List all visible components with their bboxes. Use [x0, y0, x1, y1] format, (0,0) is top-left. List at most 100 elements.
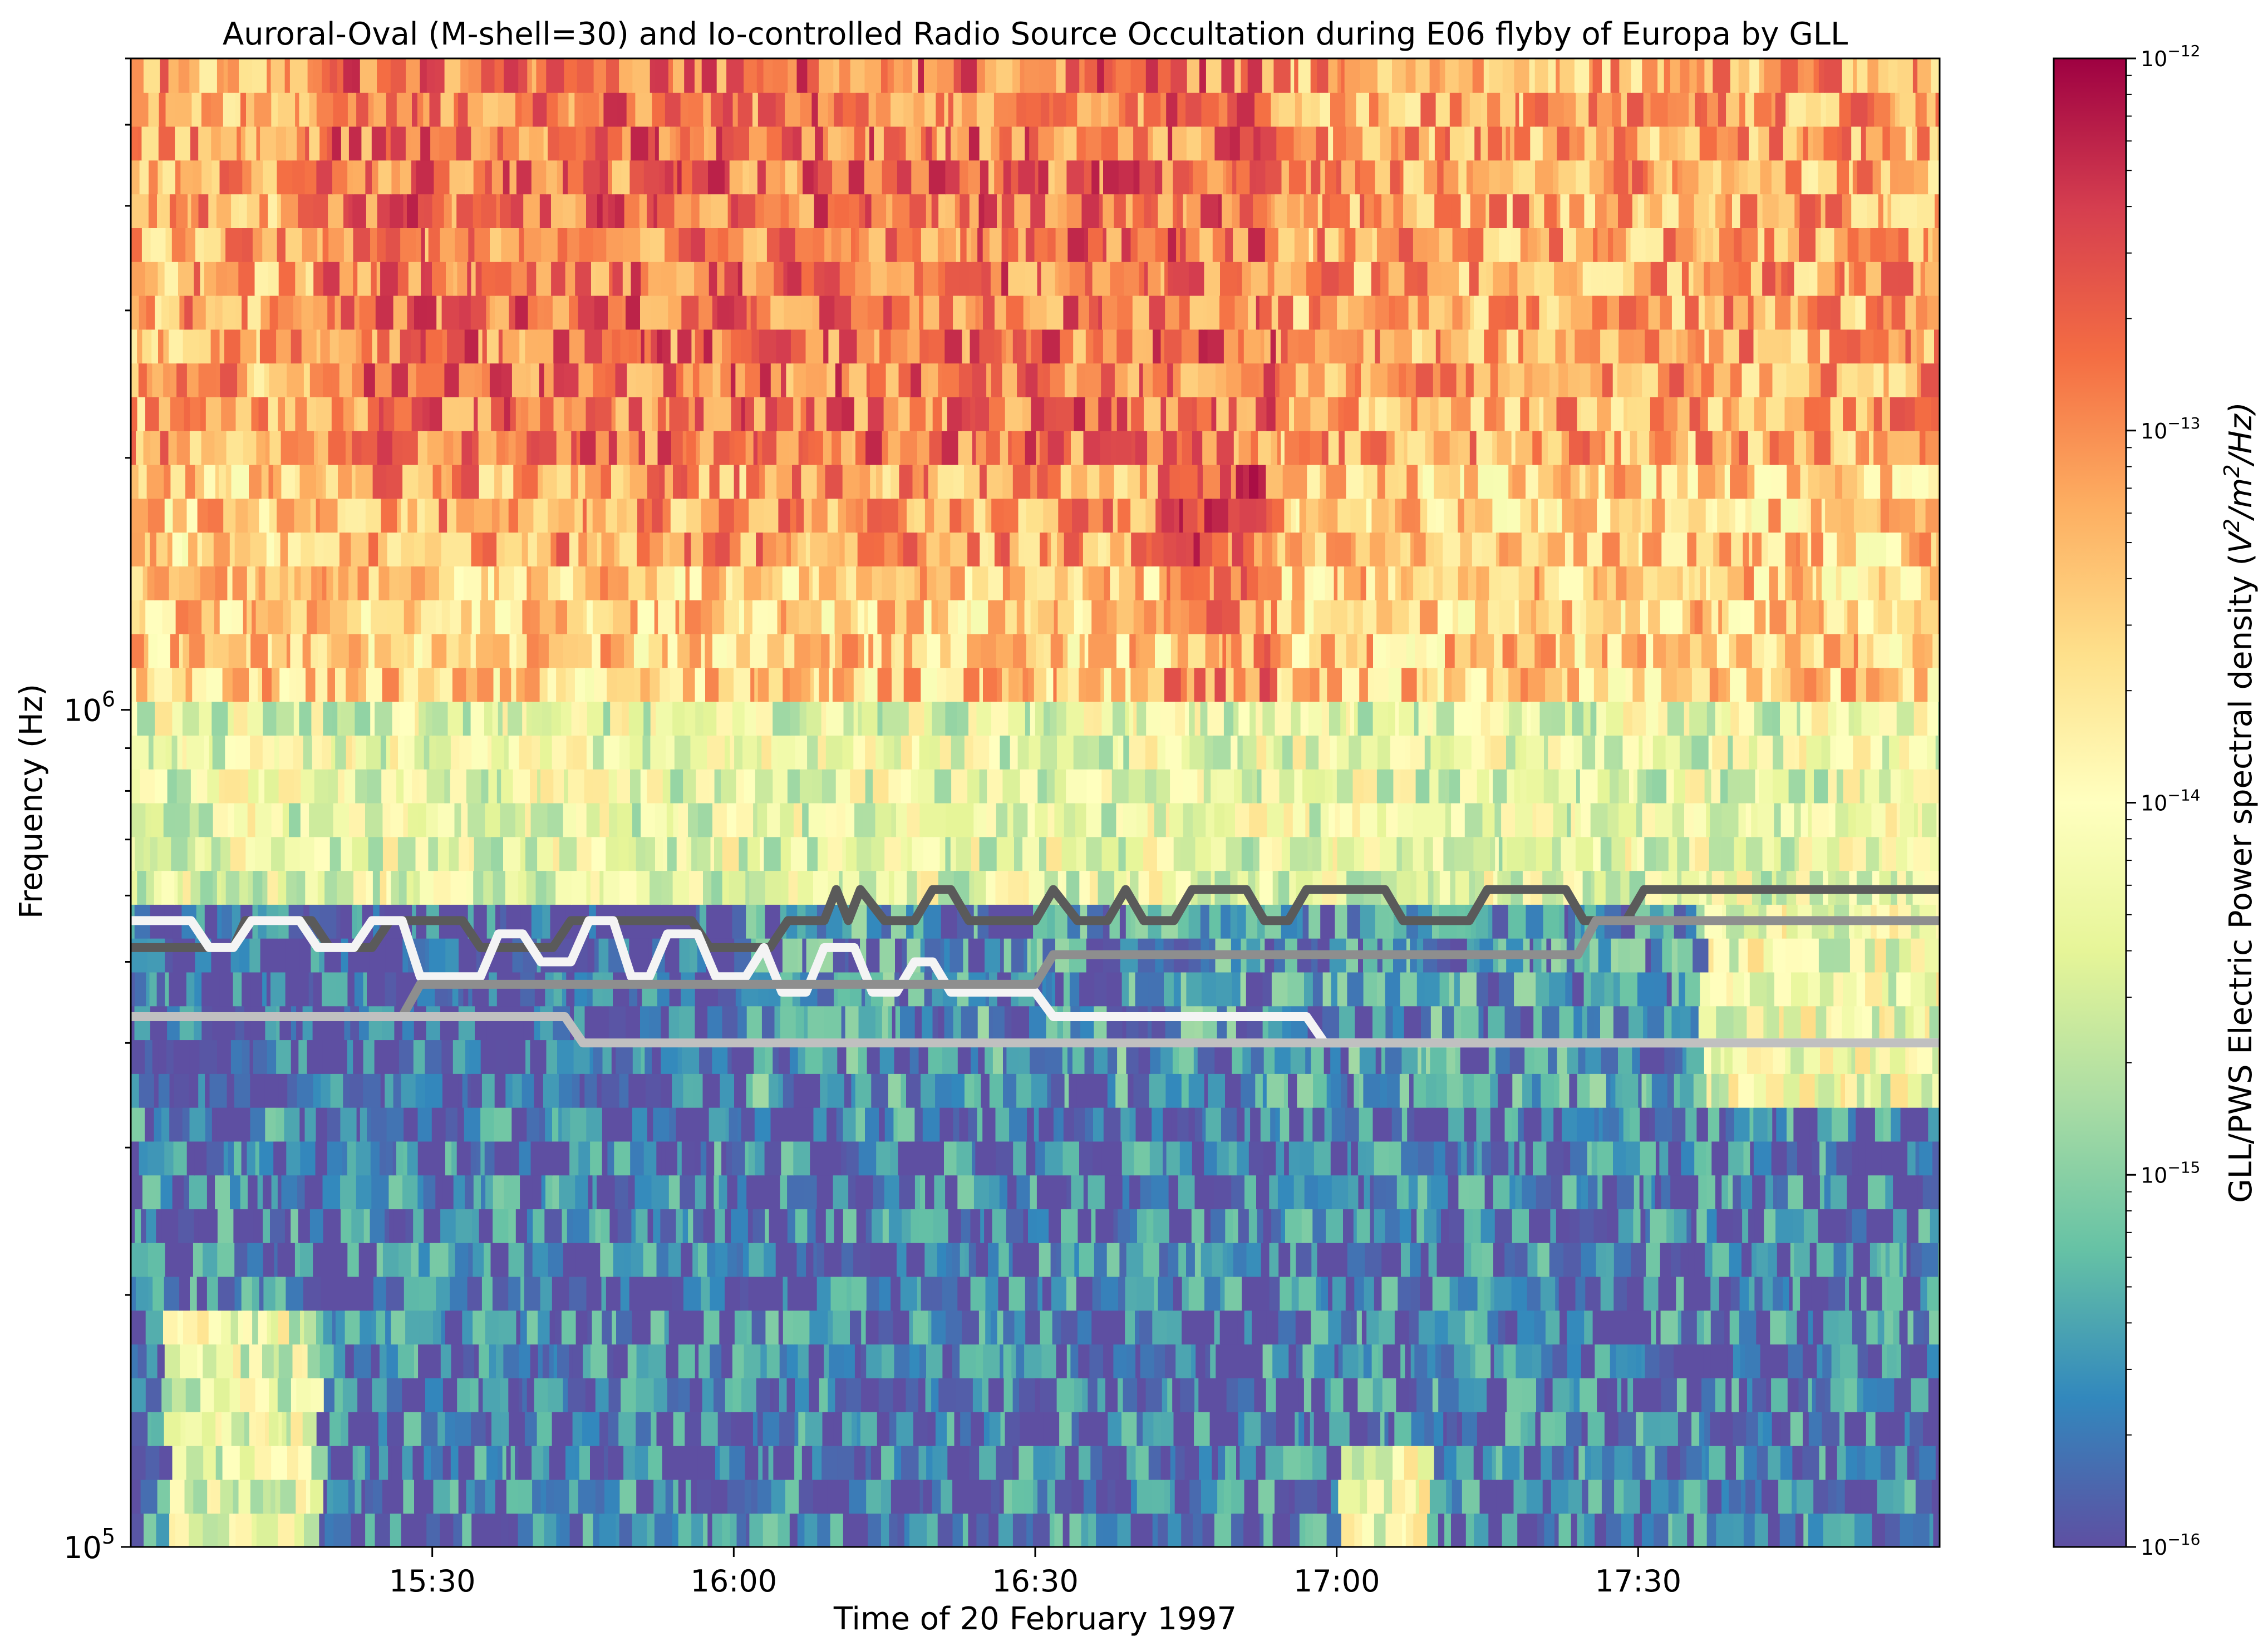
- heatmap-cell: [643, 1242, 657, 1277]
- heatmap-cell: [1212, 1242, 1223, 1277]
- heatmap-cell: [225, 870, 240, 905]
- heatmap-cell: [1067, 633, 1080, 668]
- heatmap-cell: [327, 1107, 341, 1142]
- heatmap-cell: [1125, 1310, 1135, 1345]
- heatmap-cell: [989, 735, 997, 770]
- heatmap-cell: [941, 1479, 953, 1514]
- heatmap-cell: [1256, 1445, 1266, 1480]
- heatmap-cell: [732, 701, 745, 736]
- heatmap-cell: [1074, 1107, 1086, 1142]
- heatmap-cell: [250, 1073, 265, 1108]
- heatmap-cell: [473, 1175, 481, 1210]
- heatmap-cell: [1615, 1073, 1623, 1108]
- heatmap-cell: [545, 972, 554, 1007]
- heatmap-cell: [585, 1378, 596, 1412]
- heatmap-cell: [1104, 667, 1112, 702]
- heatmap-cell: [1827, 599, 1845, 634]
- heatmap-cell: [1730, 667, 1747, 702]
- heatmap-cell: [1783, 1073, 1800, 1108]
- heatmap-cell: [1194, 1107, 1203, 1142]
- heatmap-cell: [350, 1073, 364, 1108]
- heatmap-cell: [1472, 701, 1482, 736]
- heatmap-cell: [676, 1209, 683, 1243]
- heatmap-cell: [1890, 768, 1901, 804]
- heatmap-cell: [337, 768, 345, 804]
- heatmap-cell: [309, 802, 327, 837]
- heatmap-cell: [1179, 1141, 1193, 1176]
- heatmap-cell: [666, 735, 675, 770]
- heatmap-cell: [511, 667, 517, 702]
- heatmap-cell: [827, 1479, 840, 1514]
- heatmap-cell: [1847, 1175, 1857, 1210]
- heatmap-cell: [1537, 1513, 1545, 1547]
- heatmap-cell: [997, 1310, 1004, 1345]
- heatmap-cell: [1380, 836, 1398, 871]
- heatmap-cell: [1275, 1107, 1281, 1142]
- heatmap-cell: [173, 1141, 188, 1176]
- heatmap-cell: [1490, 1276, 1495, 1311]
- heatmap-cell: [795, 1378, 810, 1412]
- heatmap-cell: [1661, 667, 1677, 702]
- heatmap-cell: [1246, 972, 1263, 1007]
- heatmap-cell: [1064, 1073, 1070, 1108]
- heatmap-cell: [1175, 701, 1182, 736]
- heatmap-cell: [219, 599, 233, 634]
- heatmap-cell: [1256, 1175, 1270, 1210]
- heatmap-cell: [1269, 1242, 1280, 1277]
- heatmap-cell: [1360, 802, 1378, 837]
- heatmap-cell: [1858, 599, 1875, 634]
- heatmap-cell: [206, 667, 223, 702]
- heatmap-cell: [1609, 1107, 1620, 1142]
- heatmap-cell: [471, 735, 488, 770]
- heatmap-cell: [1625, 599, 1641, 634]
- heatmap-cell: [786, 1107, 797, 1142]
- heatmap-cell: [1677, 1411, 1693, 1446]
- heatmap-cell: [607, 1344, 614, 1378]
- heatmap-cell: [1447, 1411, 1458, 1446]
- heatmap-cell: [1687, 1513, 1695, 1547]
- heatmap-cell: [1595, 1513, 1607, 1547]
- heatmap-cell: [1575, 633, 1586, 668]
- heatmap-cell: [228, 633, 247, 668]
- heatmap-cell: [1300, 1445, 1313, 1480]
- heatmap-cell: [206, 1141, 224, 1176]
- heatmap-cell: [440, 1006, 447, 1041]
- heatmap-cell: [1262, 972, 1272, 1007]
- heatmap-cell: [154, 1107, 162, 1142]
- heatmap-cell: [1399, 701, 1415, 736]
- heatmap-cell: [1823, 599, 1828, 634]
- heatmap-cell: [1481, 565, 1490, 600]
- heatmap-cell: [1110, 565, 1120, 600]
- heatmap-cell: [542, 1344, 550, 1378]
- heatmap-cell: [1277, 667, 1282, 702]
- heatmap-cell: [218, 1276, 235, 1311]
- heatmap-cell: [914, 565, 921, 600]
- heatmap-cell: [1000, 938, 1005, 973]
- heatmap-cell: [650, 701, 657, 736]
- heatmap-cell: [1728, 735, 1734, 770]
- heatmap-cell: [431, 802, 439, 837]
- heatmap-cell: [1204, 1209, 1211, 1243]
- heatmap-cell: [194, 1006, 203, 1041]
- heatmap-cell: [1493, 1175, 1511, 1210]
- heatmap-cell: [556, 1513, 560, 1547]
- heatmap-cell: [209, 735, 213, 770]
- heatmap-cell: [247, 802, 256, 837]
- heatmap-cell: [1066, 701, 1085, 736]
- heatmap-cell: [392, 1141, 397, 1176]
- heatmap-cell: [1706, 1141, 1713, 1176]
- heatmap-cell: [1593, 565, 1598, 600]
- heatmap-cell: [1531, 599, 1537, 634]
- heatmap-cell: [1130, 1209, 1138, 1243]
- heatmap-cell: [948, 1209, 962, 1243]
- heatmap-cell: [156, 972, 166, 1007]
- heatmap-cell: [1580, 1209, 1595, 1243]
- heatmap-cell: [786, 599, 800, 634]
- heatmap-cell: [873, 768, 889, 804]
- heatmap-cell: [643, 701, 651, 736]
- heatmap-cell: [1756, 1242, 1769, 1277]
- heatmap-cell: [1797, 1141, 1813, 1176]
- heatmap-cell: [647, 1513, 655, 1547]
- heatmap-cell: [1590, 1073, 1602, 1108]
- heatmap-cell: [500, 904, 507, 939]
